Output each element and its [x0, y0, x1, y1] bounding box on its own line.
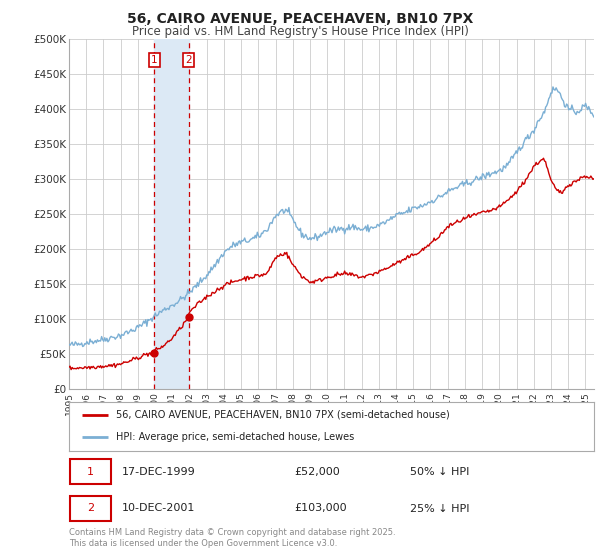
Text: 50% ↓ HPI: 50% ↓ HPI: [410, 466, 470, 477]
Text: £103,000: £103,000: [295, 503, 347, 514]
FancyBboxPatch shape: [70, 459, 111, 484]
Text: Contains HM Land Registry data © Crown copyright and database right 2025.
This d: Contains HM Land Registry data © Crown c…: [69, 528, 395, 548]
Text: 56, CAIRO AVENUE, PEACEHAVEN, BN10 7PX (semi-detached house): 56, CAIRO AVENUE, PEACEHAVEN, BN10 7PX (…: [116, 410, 450, 420]
Text: 2: 2: [185, 55, 192, 65]
Text: 1: 1: [87, 466, 94, 477]
FancyBboxPatch shape: [70, 496, 111, 521]
Text: 56, CAIRO AVENUE, PEACEHAVEN, BN10 7PX: 56, CAIRO AVENUE, PEACEHAVEN, BN10 7PX: [127, 12, 473, 26]
Text: 17-DEC-1999: 17-DEC-1999: [121, 466, 195, 477]
Text: 1: 1: [151, 55, 158, 65]
Text: 2: 2: [87, 503, 94, 514]
Text: HPI: Average price, semi-detached house, Lewes: HPI: Average price, semi-detached house,…: [116, 432, 355, 442]
Text: 25% ↓ HPI: 25% ↓ HPI: [410, 503, 470, 514]
Text: Price paid vs. HM Land Registry's House Price Index (HPI): Price paid vs. HM Land Registry's House …: [131, 25, 469, 38]
Bar: [154, 39, 189, 389]
Text: £52,000: £52,000: [295, 466, 341, 477]
Text: 10-DEC-2001: 10-DEC-2001: [121, 503, 195, 514]
